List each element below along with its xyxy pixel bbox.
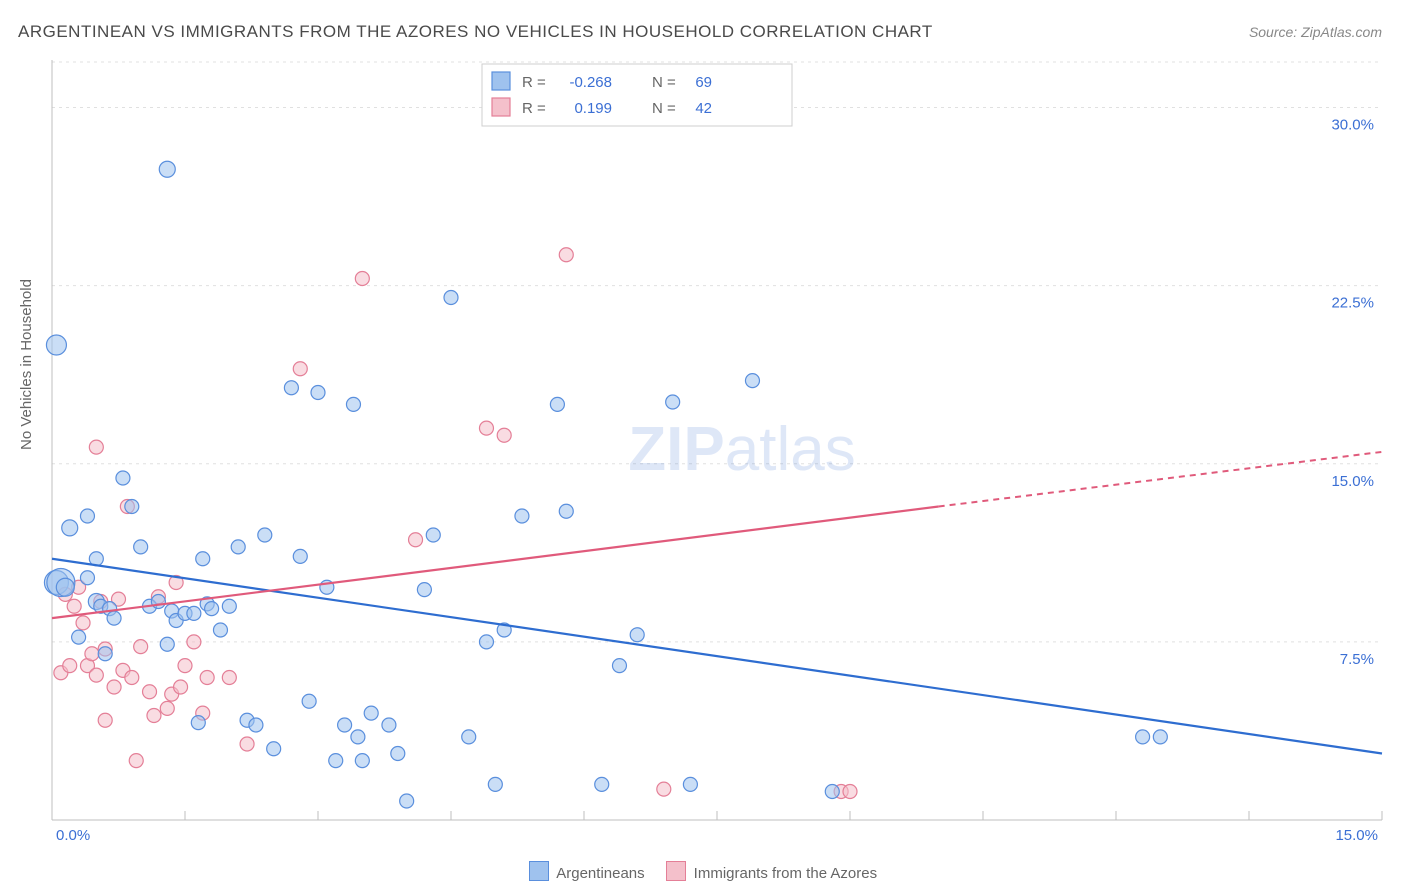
legend-label-argentineans: Argentineans xyxy=(556,865,644,882)
y-axis-label: No Vehicles in Household xyxy=(18,279,35,450)
svg-text:-0.268: -0.268 xyxy=(569,74,612,91)
legend-swatch-azores xyxy=(666,861,686,881)
legend-swatch-argentineans xyxy=(529,861,549,881)
watermark: ZIPatlas xyxy=(628,415,855,484)
correlation-scatter-chart: 0.0%15.0% 7.5%15.0%22.5%30.0% ZIPatlas R… xyxy=(52,60,1382,820)
svg-text:30.0%: 30.0% xyxy=(1331,117,1374,134)
svg-text:15.0%: 15.0% xyxy=(1335,827,1378,844)
stats-legend: R = -0.268 N = 69 R = 0.199 N = 42 xyxy=(482,64,792,126)
series-legend: Argentineans Immigrants from the Azores xyxy=(0,861,1406,882)
svg-text:15.0%: 15.0% xyxy=(1331,473,1374,490)
svg-text:42: 42 xyxy=(695,100,712,117)
legend-label-azores: Immigrants from the Azores xyxy=(694,865,877,882)
svg-text:R =: R = xyxy=(522,100,546,117)
svg-text:R =: R = xyxy=(522,74,546,91)
chart-title: ARGENTINEAN VS IMMIGRANTS FROM THE AZORE… xyxy=(18,22,933,42)
svg-text:N =: N = xyxy=(652,100,676,117)
svg-text:69: 69 xyxy=(695,74,712,91)
svg-text:7.5%: 7.5% xyxy=(1340,651,1374,668)
svg-text:0.199: 0.199 xyxy=(574,100,612,117)
svg-text:0.0%: 0.0% xyxy=(56,827,90,844)
svg-text:N =: N = xyxy=(652,74,676,91)
source-attribution: Source: ZipAtlas.com xyxy=(1249,24,1382,40)
svg-text:22.5%: 22.5% xyxy=(1331,295,1374,312)
